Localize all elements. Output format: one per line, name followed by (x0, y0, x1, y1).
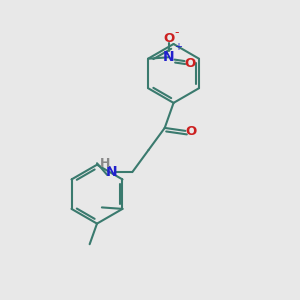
Text: -: - (175, 26, 179, 39)
Text: N: N (106, 165, 118, 179)
Text: O: O (184, 57, 196, 70)
Text: H: H (100, 157, 110, 170)
Text: N: N (163, 50, 175, 64)
Text: +: + (174, 42, 182, 52)
Text: O: O (185, 125, 196, 138)
Text: O: O (163, 32, 174, 45)
